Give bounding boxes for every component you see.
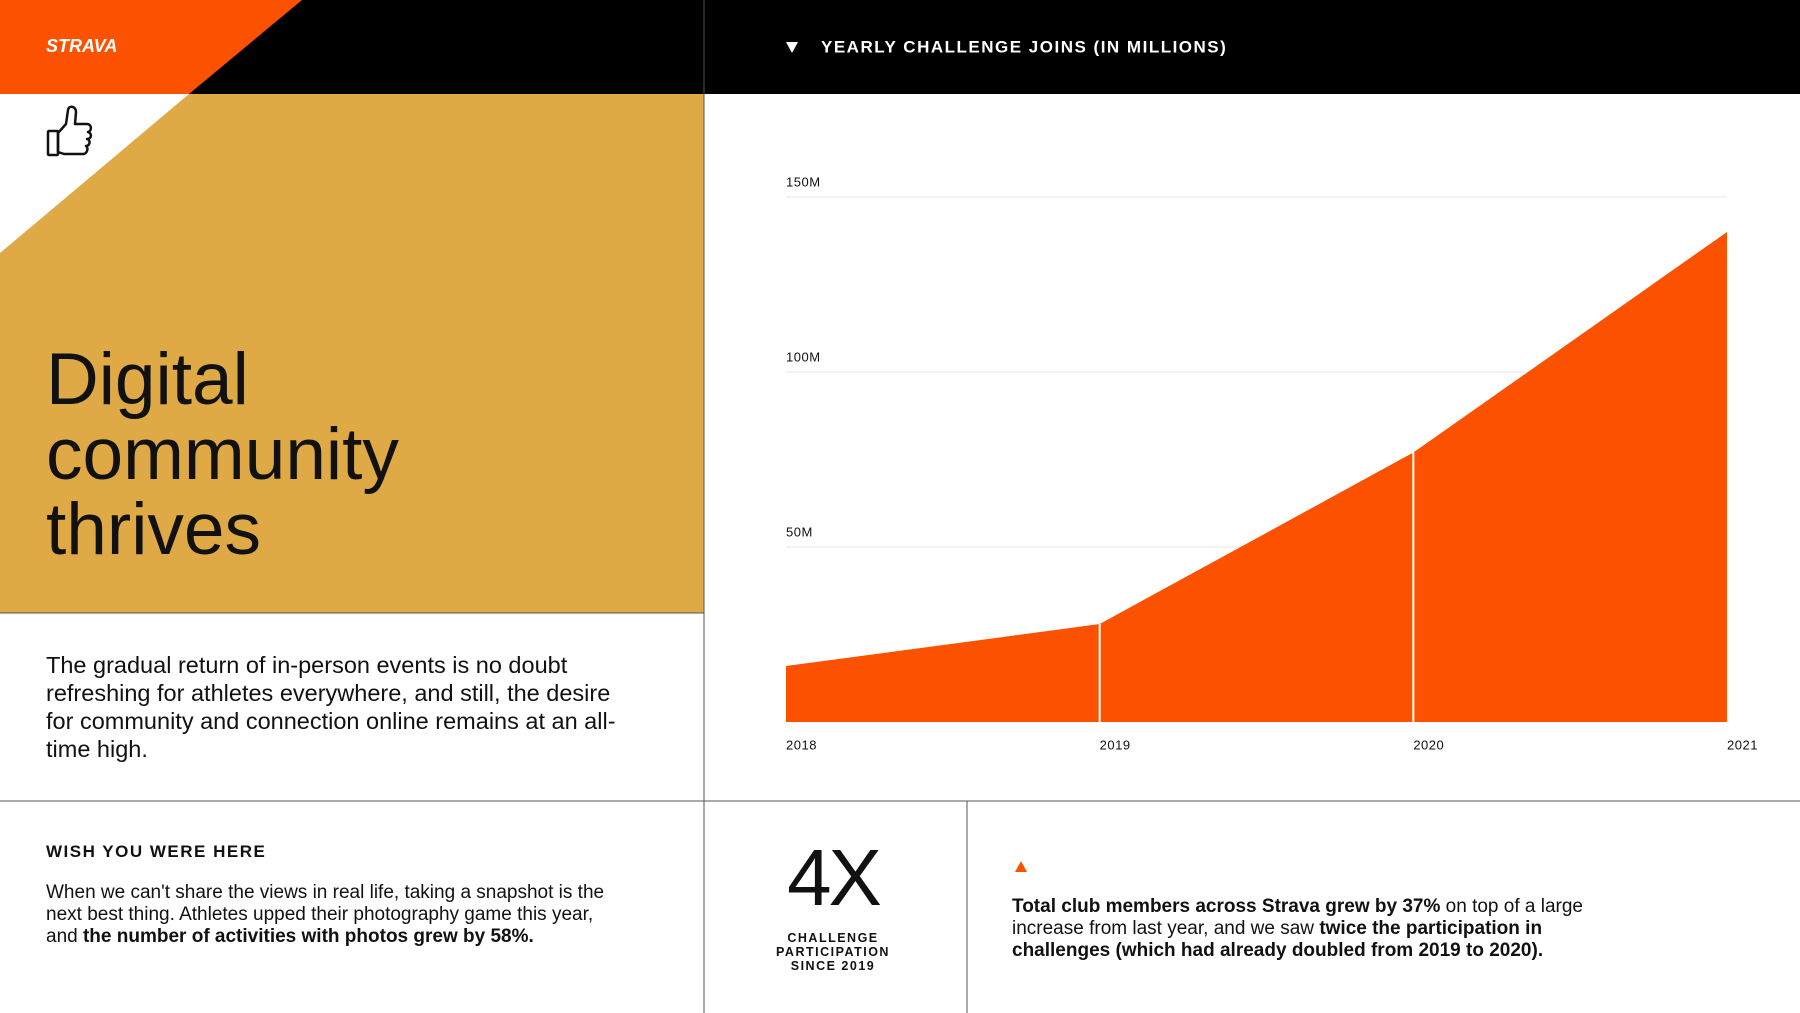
text: When we can't share the views in real li… (46, 882, 605, 947)
panel-title: Digital community thrives (46, 342, 399, 567)
stat-caption: CHALLENGE PARTICIPATION SINCE 2019 (733, 931, 933, 973)
text-bold: twice the participation in challenges (w… (1012, 918, 1544, 961)
y-tick-label: 50M (786, 524, 813, 539)
y-tick-label: 150M (786, 174, 821, 189)
note-marker (1015, 861, 1027, 872)
y-tick-label: 100M (786, 349, 821, 364)
x-tick-label: 2021 (1727, 737, 1758, 752)
section-text: When we can't share the views in real li… (46, 882, 606, 948)
title-marker (786, 42, 798, 53)
caption-line: SINCE 2019 (790, 959, 876, 973)
x-tick-label: 2020 (1413, 737, 1444, 752)
text-bold: the number of activities with photos gre… (82, 926, 534, 947)
title-line: community (46, 414, 399, 495)
logo: STRAVA (46, 36, 117, 56)
caption-line: PARTICIPATION (776, 945, 890, 959)
title-line: Digital (46, 339, 249, 420)
title-panel (0, 94, 704, 613)
text-bold: Total club members across Strava grew by… (1012, 896, 1441, 917)
stat-value: 4X (787, 833, 882, 922)
header-bar (0, 0, 1800, 94)
x-tick-label: 2019 (1100, 737, 1131, 752)
section-heading: WISH YOU WERE HERE (46, 842, 267, 861)
thumbs-up-icon (46, 105, 93, 157)
caption-line: CHALLENGE (787, 931, 879, 945)
text: on top of a large increase from last yea… (1012, 896, 1583, 939)
area (786, 232, 1727, 722)
chart-title: YEARLY CHALLENGE JOINS (IN MILLIONS) (821, 37, 1227, 56)
intro-text: The gradual return of in-person events i… (46, 652, 616, 762)
logo-shape (0, 0, 302, 94)
title-line: thrives (46, 489, 262, 570)
note-text: Total club members across Strava grew by… (1012, 896, 1622, 962)
x-tick-label: 2018 (786, 737, 817, 752)
